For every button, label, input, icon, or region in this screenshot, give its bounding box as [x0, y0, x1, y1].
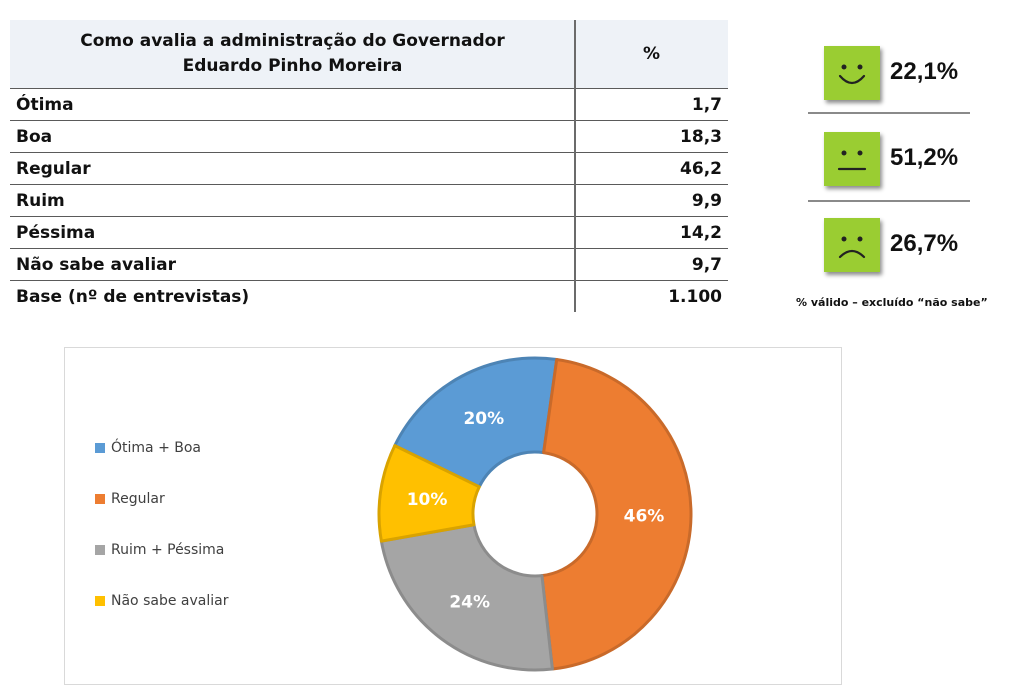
donut-chart-panel: Ótima + Boa Regular Ruim + Péssima Não sabe…: [64, 347, 842, 685]
legend-swatch: [95, 596, 105, 606]
faces-panel: 22,1% 51,2% 26,7% % válido – excluído “n…: [786, 36, 1016, 316]
legend-label: Ruim + Péssima: [111, 542, 225, 558]
table-row: Ótima 1,7: [10, 88, 728, 120]
face-percent-sad: 26,7%: [890, 230, 959, 257]
row-value: 1,7: [691, 95, 722, 115]
table-header-percent: %: [642, 44, 661, 64]
row-value: 9,7: [691, 255, 722, 275]
table-row: Boa 18,3: [10, 120, 728, 152]
legend-swatch: [95, 443, 105, 453]
row-label: Regular: [16, 159, 91, 179]
row-label: Ótima: [16, 95, 74, 115]
table-row-base: Base (nº de entrevistas) 1.100: [10, 280, 728, 312]
face-percent-happy: 22,1%: [890, 58, 959, 85]
rating-table: Como avalia a administração do Governado…: [10, 20, 728, 312]
table-row: Não sabe avaliar 9,7: [10, 248, 728, 280]
legend-label: Ótima + Boa: [111, 440, 201, 456]
happy-face-icon: [824, 46, 880, 100]
row-value: 46,2: [680, 159, 722, 179]
face-divider: [808, 112, 970, 114]
table-row: Ruim 9,9: [10, 184, 728, 216]
table-row: Péssima 14,2: [10, 216, 728, 248]
sad-face-icon: [824, 218, 880, 272]
slice-data-label: 24%: [449, 592, 490, 612]
face-divider: [808, 200, 970, 202]
neutral-face-icon: [824, 132, 880, 186]
face-row-neutral: 51,2%: [786, 132, 976, 192]
table-body: Ótima 1,7 Boa 18,3 Regular 46,2 Ruim 9,9…: [10, 88, 728, 312]
face-row-sad: 26,7%: [786, 218, 976, 278]
donut-slice: [379, 523, 554, 672]
row-label: Péssima: [16, 223, 96, 243]
face-percent-neutral: 51,2%: [890, 144, 959, 171]
slice-data-label: 46%: [624, 507, 665, 527]
row-value: 18,3: [680, 127, 722, 147]
table-row: Regular 46,2: [10, 152, 728, 184]
face-row-happy: 22,1%: [786, 46, 976, 106]
slice-data-label: 10%: [407, 490, 448, 510]
row-label: Base (nº de entrevistas): [16, 287, 250, 307]
legend-swatch: [95, 494, 105, 504]
legend-label: Regular: [111, 491, 165, 507]
donut-slice: [540, 358, 693, 671]
donut-chart: 20% 46% 24% 10%: [377, 356, 693, 672]
donut-slice: [393, 356, 559, 489]
row-label: Ruim: [16, 191, 65, 211]
row-value: 14,2: [680, 223, 722, 243]
row-value: 1.100: [668, 287, 722, 307]
row-label: Não sabe avaliar: [16, 255, 177, 275]
column-divider: [574, 20, 576, 312]
table-header: Como avalia a administração do Governado…: [10, 20, 728, 88]
row-value: 9,9: [691, 191, 722, 211]
legend-swatch: [95, 545, 105, 555]
donut-slice: [377, 444, 481, 543]
row-label: Boa: [16, 127, 53, 147]
table-header-question: Como avalia a administração do Governado…: [80, 31, 505, 76]
legend-label: Não sabe avaliar: [111, 593, 229, 609]
slice-data-label: 20%: [463, 409, 504, 429]
valid-percent-note: % válido – excluído “não sabe”: [796, 296, 988, 309]
